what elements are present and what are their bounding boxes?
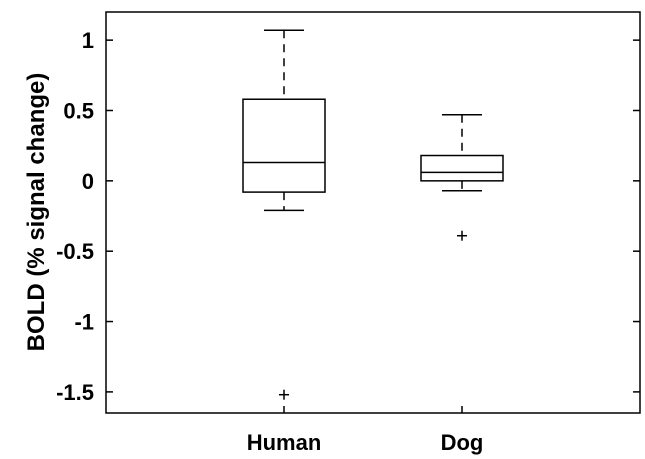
y-tick-label: -0.5 [56,239,94,264]
plot-area-frame [105,11,641,414]
outlier-marker [279,389,289,400]
y-tick-label: 0.5 [63,98,94,123]
interquartile-box [420,154,504,182]
interquartile-box [242,98,326,193]
x-tick-label: Human [247,430,322,455]
y-tick-label: 0 [82,169,94,194]
y-axis-title: BOLD (% signal change) [23,73,50,352]
box-dog [420,113,504,241]
y-tick-label: -1.5 [56,380,94,405]
outlier-marker [457,230,467,241]
box-human [242,29,326,400]
y-tick-label: 1 [82,28,94,53]
x-axis: Human Dog [247,406,484,455]
box-series [242,29,504,400]
y-tick-label: -1 [74,310,94,335]
x-tick-label: Dog [441,430,484,455]
y-axis: 1 0.5 0 -0.5 -1 -1.5 [56,28,640,405]
